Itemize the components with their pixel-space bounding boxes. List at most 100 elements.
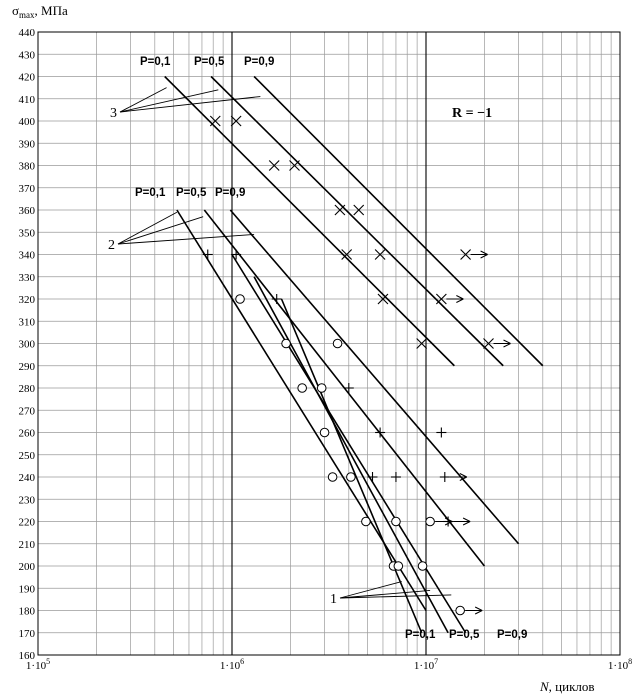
group-label-3: 3	[110, 106, 117, 121]
probability-label-group-3: P=0,5	[194, 56, 225, 68]
y-tick-label: 350	[19, 227, 36, 239]
point-group-2	[343, 383, 354, 393]
point-group-3	[341, 249, 353, 260]
x-tick-label: 1·107	[414, 657, 438, 672]
x-axis-label: N, циклов	[539, 679, 595, 694]
y-tick-label: 260	[19, 428, 36, 440]
r-annotation: R = −1	[452, 106, 492, 121]
plot-frame	[37, 31, 621, 656]
y-tick-label: 310	[19, 316, 36, 328]
probability-label-group-3: P=0,9	[244, 56, 274, 68]
y-tick-label: 270	[19, 405, 36, 417]
regression-lines	[164, 75, 544, 634]
point-group-1	[235, 294, 245, 304]
x-tick-label: 1·105	[26, 657, 50, 672]
probability-label-group-1: P=0,5	[449, 629, 480, 641]
regression-line-group-3	[210, 75, 504, 367]
y-tick-label: 360	[19, 205, 36, 217]
point-group-2	[271, 294, 282, 304]
y-axis-label: σmax, МПа	[12, 3, 68, 20]
group-label-2: 2	[108, 238, 115, 253]
leader-line-group-2	[117, 234, 255, 245]
probability-label-group-2: P=0,1	[135, 187, 166, 199]
point-group-3	[289, 160, 300, 171]
grid	[38, 31, 620, 656]
y-tick-label: 430	[19, 49, 36, 61]
y-tick-label: 220	[19, 517, 36, 529]
axes: 160 170 180 190 200 210 220 230 240 250 260 270 280 2…	[19, 27, 633, 672]
y-tick-label: 440	[19, 27, 36, 39]
point-group-2	[439, 472, 468, 482]
y-tick-label: 240	[19, 472, 36, 484]
point-group-3	[416, 338, 428, 349]
y-tick-label: 280	[19, 383, 36, 395]
point-group-1	[391, 516, 401, 527]
y-tick-label: 420	[19, 72, 36, 84]
y-tick-label: 320	[19, 294, 36, 306]
point-group-1	[346, 472, 356, 482]
point-group-2	[375, 427, 386, 438]
annotations: P=0,1 P=0,5 P=0,9 1 P=0,1 P=0,5 P=0,9 2 P=0,1 P=0…	[108, 56, 527, 641]
leader-line-group-3	[119, 89, 219, 113]
point-group-3	[268, 160, 280, 171]
y-tick-label: 410	[19, 94, 36, 106]
leader-line-group-2	[117, 216, 204, 245]
y-tick-label: 230	[19, 494, 36, 506]
probability-label-group-3: P=0,1	[140, 56, 171, 68]
point-group-1	[332, 338, 343, 349]
point-group-3	[435, 293, 464, 305]
leader-line-group-2	[117, 211, 178, 245]
group-label-1: 1	[330, 592, 337, 607]
y-tick-label: 250	[19, 450, 36, 462]
y-tick-label: 330	[19, 272, 36, 284]
point-group-3	[334, 204, 346, 216]
y-tick-label: 200	[19, 561, 36, 573]
point-group-1	[393, 561, 404, 571]
y-tick-label: 380	[19, 161, 36, 173]
y-tick-label: 180	[19, 606, 36, 618]
probability-label-group-1: P=0,1	[405, 629, 436, 641]
point-group-2	[436, 427, 447, 438]
y-tick-label: 370	[19, 183, 36, 195]
data-points	[202, 115, 511, 616]
regression-line-group-3	[253, 75, 544, 367]
point-group-1	[455, 605, 483, 616]
point-group-3	[483, 338, 511, 349]
y-tick-label: 400	[19, 116, 36, 128]
point-group-2	[231, 249, 242, 260]
point-group-1	[281, 338, 291, 349]
point-group-1	[319, 427, 330, 438]
point-group-2	[390, 472, 401, 482]
point-group-2	[367, 472, 378, 482]
point-group-3	[377, 293, 389, 305]
y-tick-label: 170	[19, 628, 36, 640]
point-group-1	[297, 383, 307, 393]
point-group-3	[353, 204, 365, 216]
point-group-1	[327, 472, 338, 482]
y-tick-label: 290	[19, 361, 36, 373]
leader-line-group-1	[339, 590, 431, 599]
point-group-3	[209, 115, 221, 127]
point-group-2	[202, 249, 213, 260]
point-group-1	[316, 383, 327, 393]
y-tick-label: 300	[19, 339, 36, 351]
probability-label-group-2: P=0,9	[215, 187, 245, 199]
regression-line-group-1	[231, 254, 467, 634]
y-tick-label: 340	[19, 250, 36, 262]
regression-line-group-2	[229, 209, 520, 545]
point-group-3	[374, 249, 386, 260]
probability-label-group-2: P=0,5	[176, 187, 207, 199]
point-group-1	[417, 561, 428, 571]
leader-line-group-3	[119, 87, 167, 113]
x-tick-label: 1·108	[608, 657, 632, 672]
leader-line-group-1	[339, 581, 402, 599]
probability-label-group-1: P=0,9	[497, 629, 527, 641]
x-tick-label: 1·106	[220, 657, 244, 672]
point-group-1	[361, 516, 371, 527]
regression-line-group-2	[176, 209, 427, 611]
leader-line-group-1	[339, 594, 452, 599]
y-tick-label: 190	[19, 583, 36, 595]
point-group-2	[443, 516, 471, 527]
point-group-3	[460, 249, 488, 260]
y-tick-label: 160	[19, 650, 36, 662]
